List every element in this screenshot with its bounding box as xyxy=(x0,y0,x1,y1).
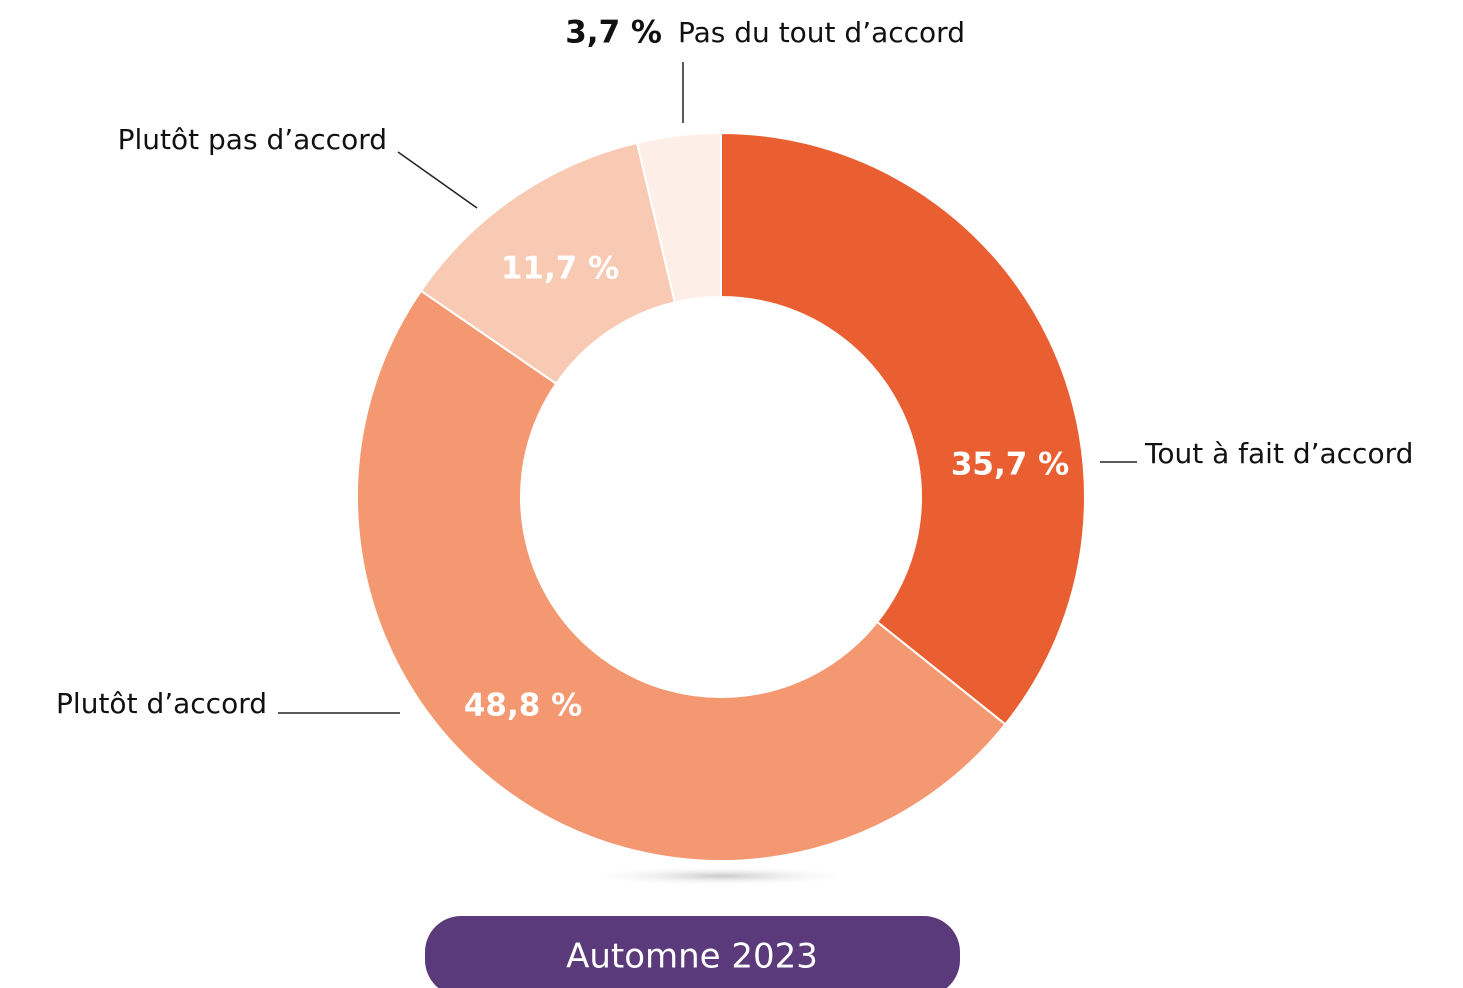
value-label: 35,7 % xyxy=(951,447,1069,483)
category-label: Plutôt d’accord xyxy=(56,687,267,720)
slice xyxy=(635,131,722,304)
category-label: Plutôt pas d’accord xyxy=(118,123,387,156)
slice xyxy=(720,131,1086,726)
shadow xyxy=(581,866,861,886)
footer-label: Automne 2023 xyxy=(566,937,818,977)
category-label: Pas du tout d’accord xyxy=(678,16,965,49)
value-label: 3,7 % xyxy=(565,15,662,51)
value-label: 48,8 % xyxy=(464,688,582,724)
category-label: Tout à fait d’accord xyxy=(1144,437,1413,470)
footer-pill xyxy=(425,916,960,988)
leader-line xyxy=(397,151,478,209)
value-label: 11,7 % xyxy=(501,251,619,287)
slice xyxy=(356,289,1007,862)
ring xyxy=(356,131,1086,862)
